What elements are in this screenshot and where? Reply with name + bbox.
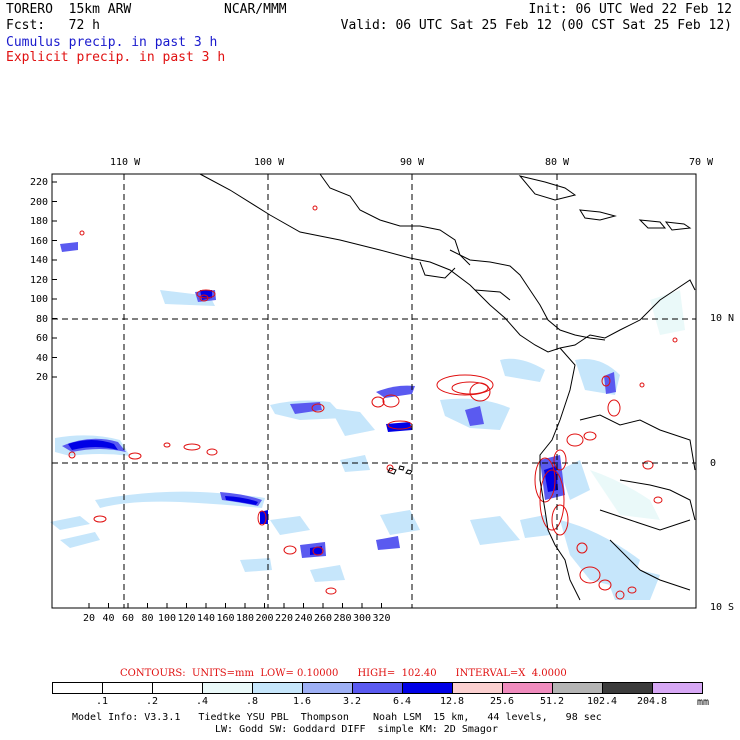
- colorbar-label: 12.8: [439, 696, 465, 707]
- colorbar-label: 51.2: [539, 696, 565, 707]
- colorbar-label: .4: [195, 696, 209, 707]
- init-time: Init: 06 UTC Wed 22 Feb 12: [528, 2, 733, 17]
- y-tick-label: 100: [29, 294, 48, 305]
- colorbar-cell: [402, 682, 453, 694]
- colorbar-label: .2: [145, 696, 159, 707]
- lon-label-90w: 90 W: [400, 157, 425, 168]
- x-tick-label: 20: [82, 613, 96, 624]
- lat-label-10n: 10 N: [710, 313, 735, 324]
- forecast-hour: Fcst: 72 h: [6, 18, 100, 33]
- x-tick-label: 320: [372, 613, 391, 624]
- y-tick-label: 140: [29, 255, 48, 266]
- colorbar-label: 204.8: [636, 696, 668, 707]
- model-info: Model Info: V3.3.1 Tiedtke YSU PBL Thomp…: [72, 712, 602, 723]
- y-tick-label: 120: [29, 274, 48, 286]
- x-tick-label: 180: [235, 613, 255, 624]
- lon-label-80w: 80 W: [545, 157, 570, 168]
- x-tick-label: 80: [141, 613, 154, 624]
- lon-label-70w: 70 W: [689, 157, 714, 168]
- colorbar-cell: [202, 682, 253, 694]
- x-tick-label: 260: [313, 613, 333, 624]
- x-tick-label: 280: [333, 613, 352, 624]
- cumulus-legend: Cumulus precip. in past 3 h: [6, 35, 218, 50]
- colorbar-label: 102.4: [586, 696, 618, 707]
- colorbar-label: 3.2: [342, 696, 362, 707]
- y-tick-label: 180: [29, 216, 48, 227]
- map-frame: [51, 173, 697, 609]
- colorbar-cell: [252, 682, 303, 694]
- colorbar-label: 1.6: [292, 696, 312, 707]
- y-tick-label: 200: [29, 196, 48, 208]
- y-tick-label: 60: [35, 333, 48, 344]
- x-tick-label: 40: [102, 613, 115, 624]
- x-tick-label: 100: [157, 613, 177, 624]
- colorbar-cell: [352, 682, 403, 694]
- y-tick-label: 220: [29, 177, 48, 188]
- lon-label-100w: 100 W: [254, 157, 285, 168]
- colorbar-units: mm: [697, 697, 710, 708]
- lat-label-10s: 10 S: [710, 602, 735, 613]
- precip-fill-layer: [50, 242, 685, 600]
- lon-label-110w: 110 W: [110, 157, 141, 168]
- model-title: TORERO 15km ARW: [6, 2, 132, 17]
- colorbar-cell: [502, 682, 553, 694]
- colorbar-cell: [452, 682, 503, 694]
- y-tick-label: 160: [29, 235, 48, 247]
- explicit-legend: Explicit precip. in past 3 h: [6, 50, 226, 65]
- contour-info: CONTOURS: UNITS=mm LOW= 0.10000 HIGH= 10…: [120, 668, 567, 679]
- lat-lon-grid: [52, 174, 696, 608]
- colorbar-label: 6.4: [392, 696, 412, 707]
- y-tick-label: 40: [35, 352, 48, 364]
- colorbar-cell: [52, 682, 103, 694]
- colorbar-cell: [652, 682, 703, 694]
- y-tick-label: 20: [35, 372, 48, 383]
- physics-info: LW: Godd SW: Goddard DIFF simple KM: 2D …: [215, 724, 498, 735]
- colorbar-label: .8: [245, 696, 259, 707]
- x-tick-label: 60: [121, 613, 135, 624]
- colorbar-cell: [102, 682, 153, 694]
- valid-time: Valid: 06 UTC Sat 25 Feb 12 (00 CST Sat …: [340, 18, 732, 33]
- x-tick-label: 200: [255, 613, 274, 624]
- org-label: NCAR/MMM: [224, 2, 287, 17]
- x-tick-label: 220: [274, 613, 294, 624]
- colorbar-cell: [302, 682, 353, 694]
- y-tick-label: 80: [35, 313, 48, 325]
- x-tick-label: 120: [177, 613, 196, 624]
- colorbar-cell: [152, 682, 203, 694]
- x-tick-label: 240: [294, 613, 313, 624]
- colorbar-cell: [552, 682, 603, 694]
- x-tick-label: 140: [196, 613, 216, 624]
- colorbar-label: .1: [95, 696, 109, 707]
- colorbar-label: 25.6: [489, 696, 515, 707]
- colorbar-cell: [602, 682, 653, 694]
- x-tick-label: 300: [352, 613, 372, 624]
- x-tick-label: 160: [216, 613, 235, 624]
- coastlines: [199, 173, 696, 601]
- lat-label-0: 0: [710, 458, 717, 469]
